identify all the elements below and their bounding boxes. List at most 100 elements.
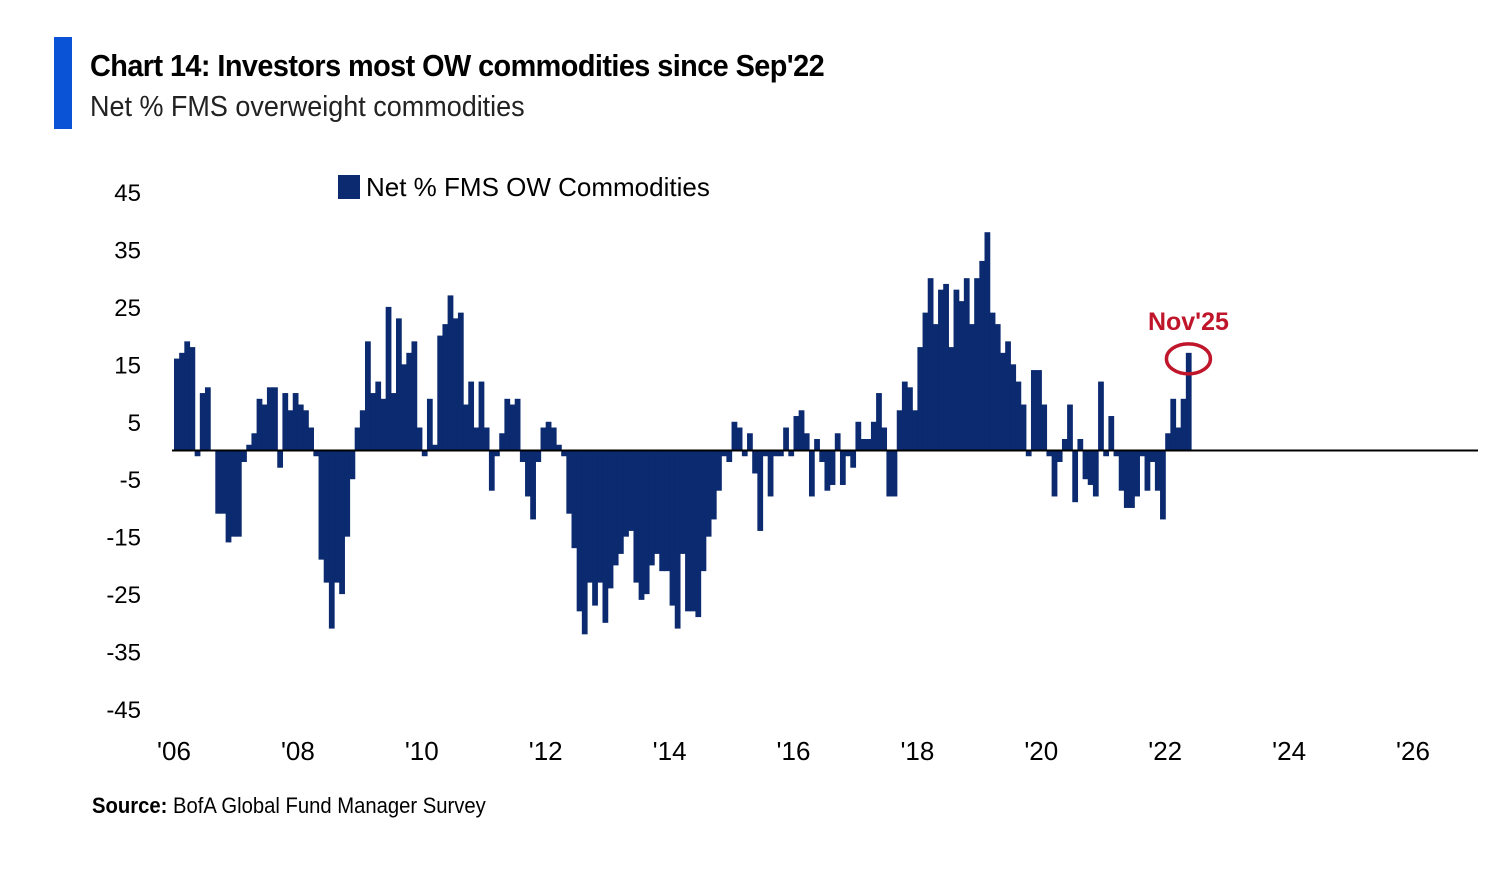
data-bar — [870, 421, 877, 451]
data-bar — [1082, 450, 1089, 480]
data-bar — [638, 450, 645, 600]
data-bar — [896, 410, 903, 451]
data-bar — [442, 324, 449, 451]
data-bar — [886, 450, 893, 497]
data-bar — [741, 450, 748, 457]
data-bar — [1005, 341, 1011, 451]
x-tick-label: '08 — [281, 736, 315, 766]
data-bar — [747, 433, 753, 451]
data-bar — [566, 450, 573, 514]
data-bar — [674, 450, 681, 629]
data-bar — [1149, 450, 1156, 462]
data-bar — [199, 393, 206, 451]
data-bar — [246, 444, 253, 451]
data-bar — [525, 450, 531, 497]
legend-swatch — [338, 175, 360, 199]
data-bar — [1072, 450, 1079, 503]
x-tick-label: '20 — [1024, 736, 1058, 766]
data-bar — [1092, 450, 1099, 497]
data-bar — [365, 341, 371, 451]
data-bar — [571, 450, 578, 549]
data-bar — [891, 450, 898, 497]
data-bar — [855, 421, 862, 451]
data-bar — [938, 289, 944, 451]
data-bar — [1185, 352, 1192, 451]
data-bar — [994, 324, 1001, 451]
y-tick-label: 25 — [114, 295, 141, 322]
data-bar — [225, 450, 232, 543]
data-bar — [1010, 364, 1017, 451]
data-bar — [1030, 370, 1037, 451]
data-bar — [488, 450, 495, 491]
data-bar — [318, 450, 325, 560]
data-bar — [1000, 352, 1006, 451]
data-bar — [401, 364, 407, 451]
data-bar — [540, 427, 547, 451]
data-bar — [349, 450, 356, 480]
data-bar — [669, 450, 676, 606]
data-bar — [597, 450, 604, 583]
data-bar — [230, 450, 237, 537]
data-bar — [643, 450, 650, 595]
data-bar — [772, 450, 779, 457]
data-bar — [494, 450, 500, 457]
x-tick-label: '16 — [777, 736, 811, 766]
data-bar — [272, 387, 278, 451]
data-bar — [189, 347, 196, 451]
data-bar — [220, 450, 227, 514]
title-accent-bar — [54, 37, 72, 129]
data-bar — [1087, 450, 1094, 485]
x-tick-label: '24 — [1272, 736, 1306, 766]
source-label: Source: — [92, 793, 168, 818]
data-bar — [452, 318, 459, 451]
data-bar — [633, 450, 640, 583]
data-bar — [803, 433, 810, 451]
data-bar — [241, 450, 247, 462]
data-bar — [679, 450, 686, 554]
source-text: BofA Global Fund Manager Survey — [173, 793, 486, 818]
data-bar — [778, 450, 784, 457]
data-bar — [969, 324, 975, 451]
data-bar — [323, 450, 330, 583]
data-bar — [328, 450, 335, 629]
data-bar — [648, 450, 655, 566]
data-bar — [989, 312, 996, 451]
data-bar — [339, 450, 345, 595]
data-bar — [912, 410, 918, 451]
data-bar — [313, 450, 320, 457]
data-bar — [499, 433, 505, 451]
data-bar — [266, 387, 273, 451]
data-bar — [478, 381, 485, 451]
data-bar — [457, 312, 464, 451]
data-bar — [194, 450, 201, 457]
data-bar — [287, 410, 294, 451]
data-bar — [607, 450, 614, 589]
data-bar — [1067, 404, 1073, 451]
data-bar — [963, 278, 970, 451]
data-bar — [1154, 450, 1161, 491]
data-bar — [256, 398, 263, 451]
source-note: Source: BofA Global Fund Manager Survey — [92, 793, 486, 819]
data-bar — [292, 393, 299, 451]
data-bar — [261, 404, 268, 451]
data-bar — [1103, 450, 1110, 457]
data-bar — [1077, 439, 1084, 451]
data-bar — [1165, 433, 1171, 451]
data-bar — [736, 427, 743, 451]
data-bar — [1098, 381, 1104, 451]
y-tick-label: 45 — [114, 180, 141, 207]
y-tick-label: 5 — [128, 410, 141, 437]
data-bar — [907, 387, 913, 451]
data-bar — [876, 393, 882, 451]
data-bar — [979, 260, 986, 451]
data-bar — [685, 450, 691, 612]
data-bar — [690, 450, 697, 612]
annotation-label: Nov'25 — [1148, 308, 1229, 336]
data-bar — [1123, 450, 1130, 508]
data-bar — [721, 450, 727, 457]
data-bar — [179, 352, 185, 451]
data-bar — [561, 450, 567, 457]
y-tick-label: -15 — [106, 525, 141, 552]
data-bar — [602, 450, 609, 623]
data-bar — [514, 398, 521, 451]
